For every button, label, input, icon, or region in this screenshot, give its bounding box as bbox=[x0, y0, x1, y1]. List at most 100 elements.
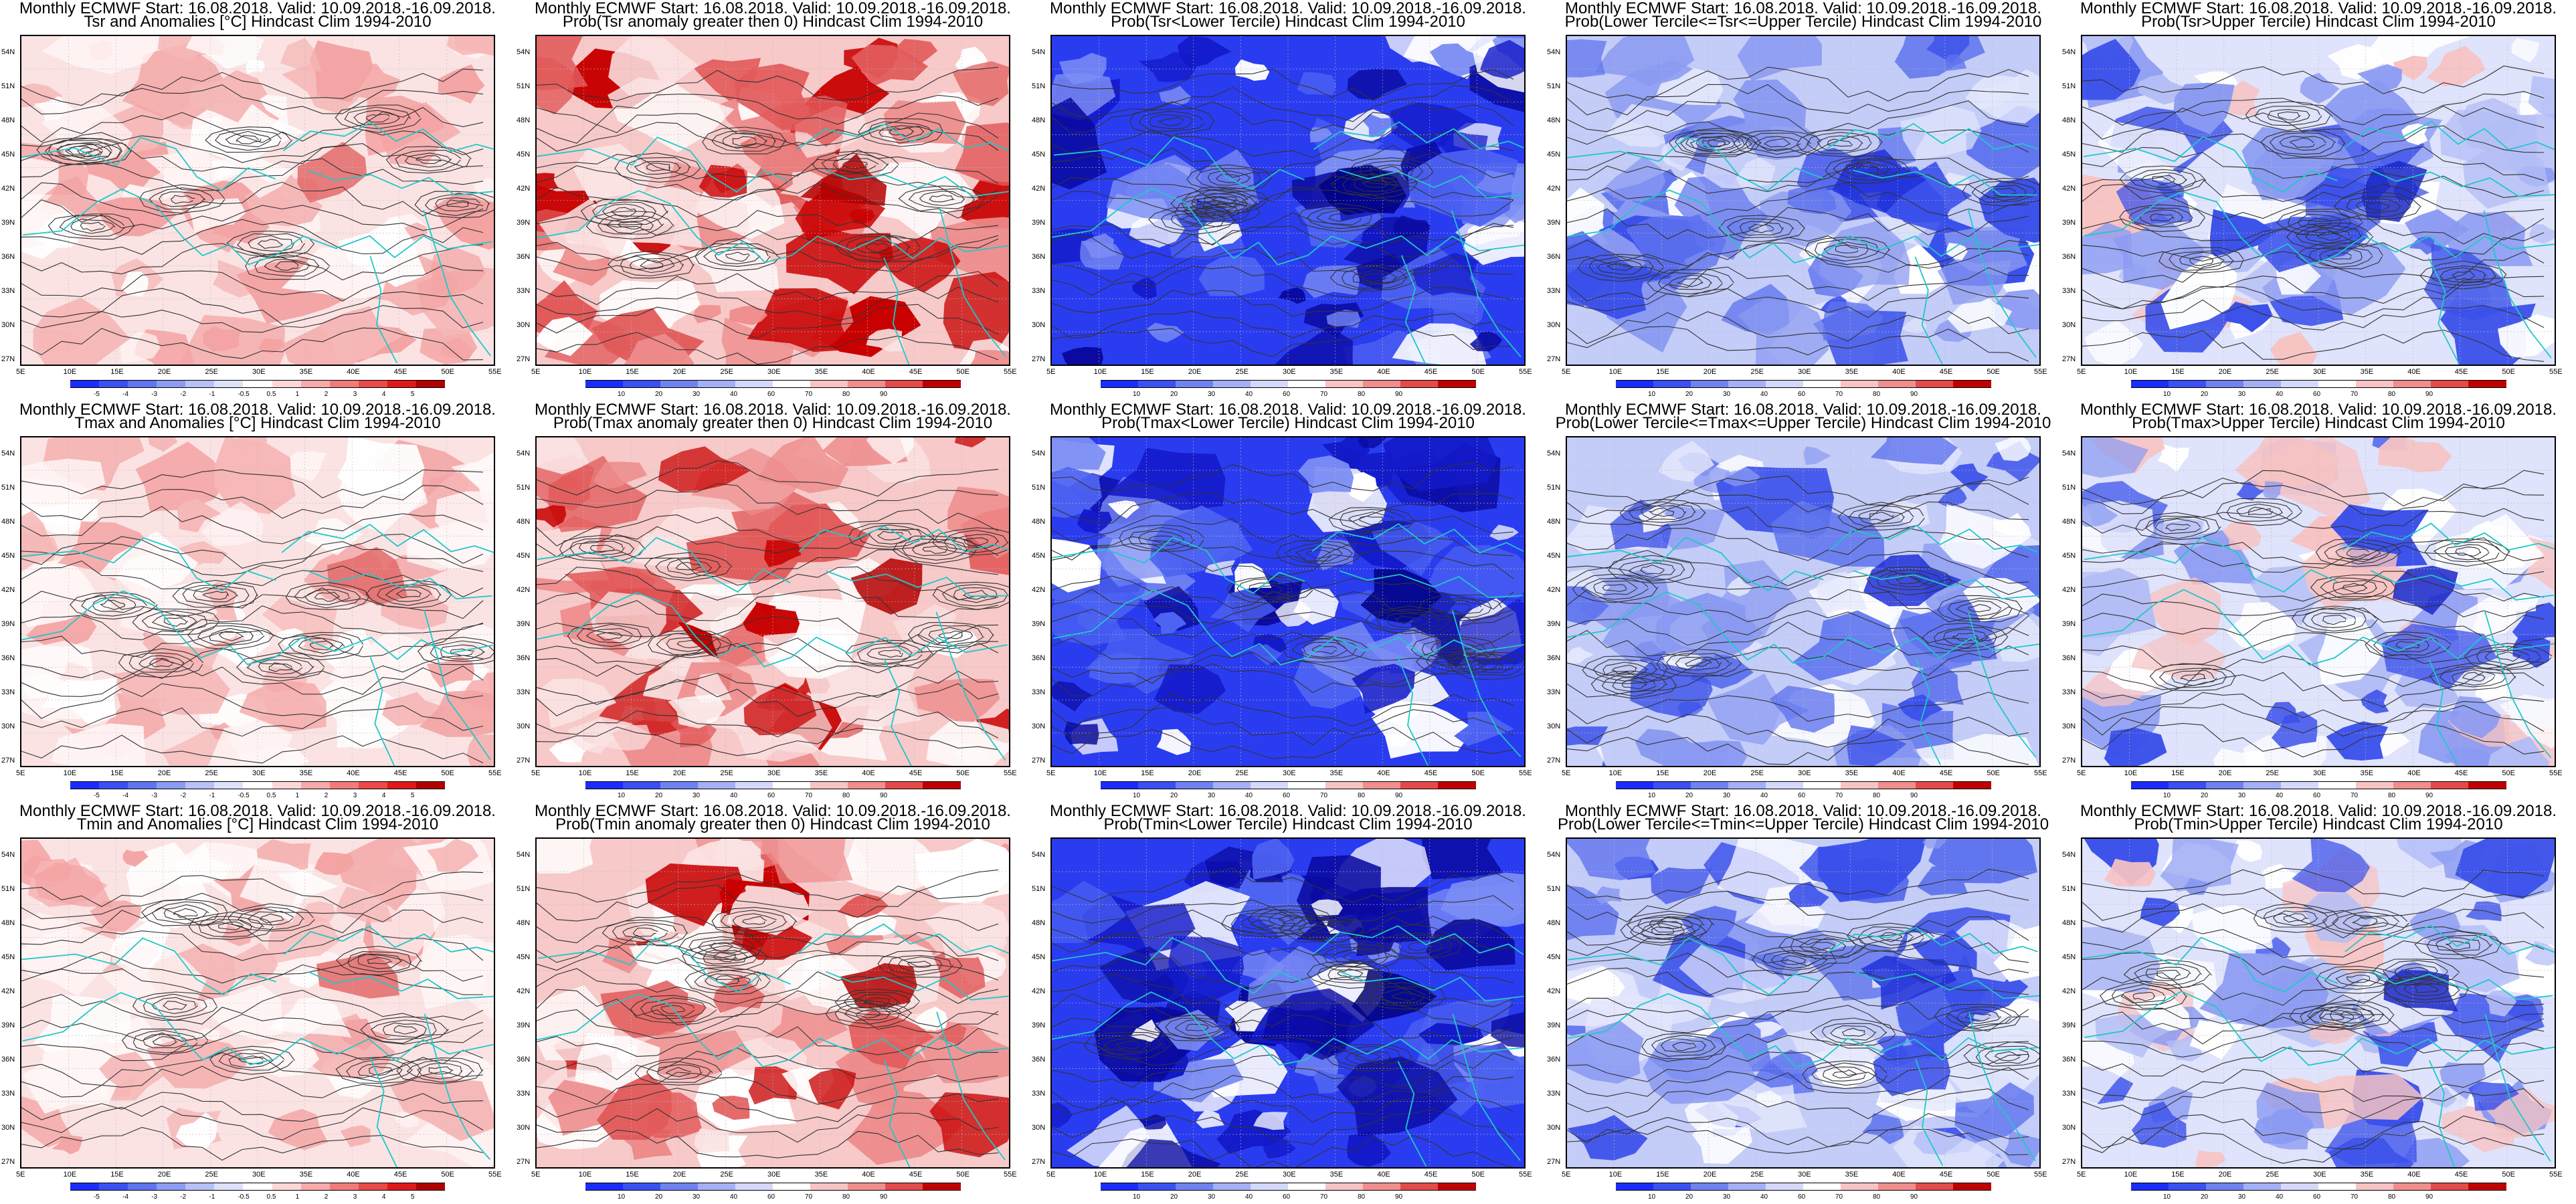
colorbar-tick-label: 40 bbox=[730, 1193, 738, 1201]
temperature-contour bbox=[644, 552, 733, 581]
temperature-contour bbox=[2152, 175, 2176, 185]
temperature-contour bbox=[2236, 504, 2283, 518]
field-shade bbox=[2160, 839, 2239, 892]
temperature-contour bbox=[258, 239, 284, 249]
temperature-contour bbox=[218, 1049, 285, 1071]
field-shade bbox=[1147, 322, 1184, 342]
temperature-contour bbox=[1052, 85, 1514, 122]
field-shade bbox=[1296, 855, 1388, 925]
temperature-contour bbox=[1052, 952, 1514, 989]
temperature-contour bbox=[1331, 169, 1418, 199]
temperature-contour bbox=[1311, 645, 1338, 654]
colorbar-swatch bbox=[272, 1183, 302, 1191]
latitude-label: 45N bbox=[2062, 150, 2076, 159]
field-shade bbox=[2357, 64, 2402, 91]
longitude-label: 25E bbox=[1750, 368, 1764, 376]
latitude-label: 42N bbox=[517, 586, 531, 594]
temperature-contour bbox=[834, 989, 921, 1015]
forecast-map bbox=[535, 837, 1010, 1169]
temperature-contour bbox=[1186, 164, 1273, 193]
temperature-contour bbox=[377, 584, 442, 606]
temperature-contour bbox=[1567, 182, 2029, 217]
field-shade bbox=[1052, 681, 1093, 712]
latitude-label: 33N bbox=[1032, 1090, 1046, 1098]
temperature-contour bbox=[2189, 256, 2214, 266]
field-shade bbox=[1275, 326, 1353, 365]
temperature-contour bbox=[21, 533, 484, 569]
latitude-label: 36N bbox=[517, 654, 531, 662]
colorbar-swatch bbox=[2356, 380, 2394, 388]
temperature-contour bbox=[537, 165, 999, 201]
field-shade bbox=[394, 1112, 420, 1128]
temperature-contour bbox=[1052, 323, 1514, 357]
latitude-label: 45N bbox=[517, 150, 531, 159]
temperature-contour bbox=[709, 942, 733, 952]
colorbar-swatch bbox=[2169, 1183, 2207, 1191]
colorbar-swatch bbox=[2131, 781, 2169, 789]
temperature-contour bbox=[1629, 562, 1676, 579]
latitude-label: 51N bbox=[2062, 82, 2076, 90]
latitude-label: 33N bbox=[1032, 287, 1046, 295]
field-shade bbox=[1912, 734, 2039, 766]
temperature-contour bbox=[963, 537, 989, 546]
panel-header-line: Monthly ECMWF Start: 16.08.2018. Valid: … bbox=[2080, 802, 2557, 820]
temperature-contour bbox=[1657, 921, 1682, 930]
temperature-contour bbox=[887, 955, 954, 976]
longitude-label: 20E bbox=[1188, 1171, 1202, 1179]
temperature-contour bbox=[1339, 509, 1406, 532]
field-shade bbox=[1104, 447, 1226, 510]
colorbar-swatch bbox=[1438, 1183, 1476, 1191]
panel-title: Tsr and Anomalies [°C] Hindcast Clim 199… bbox=[84, 13, 432, 31]
colorbar-swatch bbox=[272, 781, 302, 789]
temperature-contour bbox=[367, 957, 393, 965]
temperature-contour bbox=[1843, 161, 1891, 177]
field-shade bbox=[51, 723, 147, 766]
longitude-label: 20E bbox=[672, 368, 686, 376]
temperature-contour bbox=[1596, 260, 1643, 275]
longitude-label: 15E bbox=[2171, 769, 2185, 777]
field-shade bbox=[1469, 331, 1503, 352]
temperature-contour bbox=[1052, 924, 1514, 956]
temperature-contour bbox=[626, 157, 691, 179]
field-shade bbox=[912, 1006, 948, 1031]
temperature-contour bbox=[2082, 671, 2545, 708]
temperature-contour bbox=[1676, 278, 1704, 288]
temperature-contour bbox=[80, 221, 106, 231]
colorbar-swatch bbox=[1213, 781, 1251, 789]
map-panel: Monthly ECMWF Start: 16.08.2018. Valid: … bbox=[1030, 401, 1546, 803]
temperature-contour bbox=[366, 113, 390, 123]
temperature-contour bbox=[2248, 506, 2273, 516]
field-shade bbox=[743, 682, 817, 736]
temperature-contour bbox=[1946, 1006, 2012, 1029]
field-shade bbox=[340, 1125, 371, 1147]
forecast-map bbox=[20, 35, 495, 366]
temperature-contour bbox=[1956, 1009, 2002, 1024]
latitude-label: 51N bbox=[517, 82, 531, 90]
colorbar-swatch bbox=[660, 781, 699, 789]
temperature-contour bbox=[309, 640, 333, 651]
latitude-label: 54N bbox=[1, 48, 15, 56]
latitude-label: 42N bbox=[1, 586, 15, 594]
temperature-contour bbox=[21, 623, 484, 658]
field-shade bbox=[1567, 646, 1594, 664]
panel-title: Prob(Tsr<Lower Tercile) Hindcast Clim 19… bbox=[1111, 13, 1465, 31]
temperature-contour bbox=[1052, 462, 1514, 492]
temperature-contour bbox=[1837, 502, 1925, 530]
field-shade bbox=[2084, 320, 2144, 365]
field-shade bbox=[1248, 644, 1283, 666]
temperature-contour bbox=[537, 286, 999, 321]
temperature-contour bbox=[1799, 938, 1847, 953]
colorbar-tick-label: 40 bbox=[1760, 391, 1768, 398]
latitude-label: 39N bbox=[1547, 1021, 1561, 1029]
temperature-contour bbox=[2330, 1007, 2375, 1024]
temperature-contour bbox=[1567, 692, 2029, 724]
field-shade bbox=[2296, 1074, 2423, 1130]
temperature-contour bbox=[1601, 673, 1667, 697]
temperature-contour bbox=[2269, 132, 2336, 155]
colorbar-tick-label: 30 bbox=[693, 391, 701, 398]
colorbar-swatch bbox=[387, 1183, 417, 1191]
longitude-label: 25E bbox=[1750, 1171, 1764, 1179]
colorbar-tick-label: 30 bbox=[1208, 391, 1216, 398]
colorbar-tick-label: 70 bbox=[2351, 792, 2359, 799]
field-shade bbox=[262, 596, 338, 654]
